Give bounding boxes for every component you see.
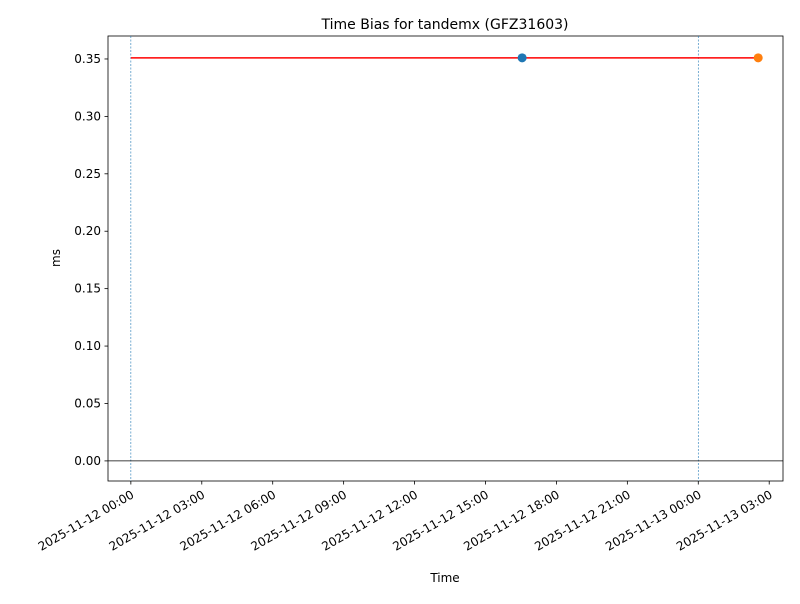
y-axis-label: ms xyxy=(49,249,63,267)
y-tick-label: 0.30 xyxy=(74,109,101,123)
plot-area xyxy=(107,35,784,482)
chart-title: Time Bias for tandemx (GFZ31603) xyxy=(321,17,569,33)
y-tick-label: 0.00 xyxy=(74,454,101,468)
y-tick-label: 0.20 xyxy=(74,224,101,238)
y-tick-label: 0.05 xyxy=(74,396,101,410)
point xyxy=(517,53,527,63)
y-tick-label: 0.10 xyxy=(74,339,101,353)
point xyxy=(753,53,763,63)
y-tick-label: 0.35 xyxy=(74,52,101,66)
x-axis-label: Time xyxy=(429,571,459,585)
y-tick-label: 0.25 xyxy=(74,167,101,181)
y-tick-label: 0.15 xyxy=(74,282,101,296)
